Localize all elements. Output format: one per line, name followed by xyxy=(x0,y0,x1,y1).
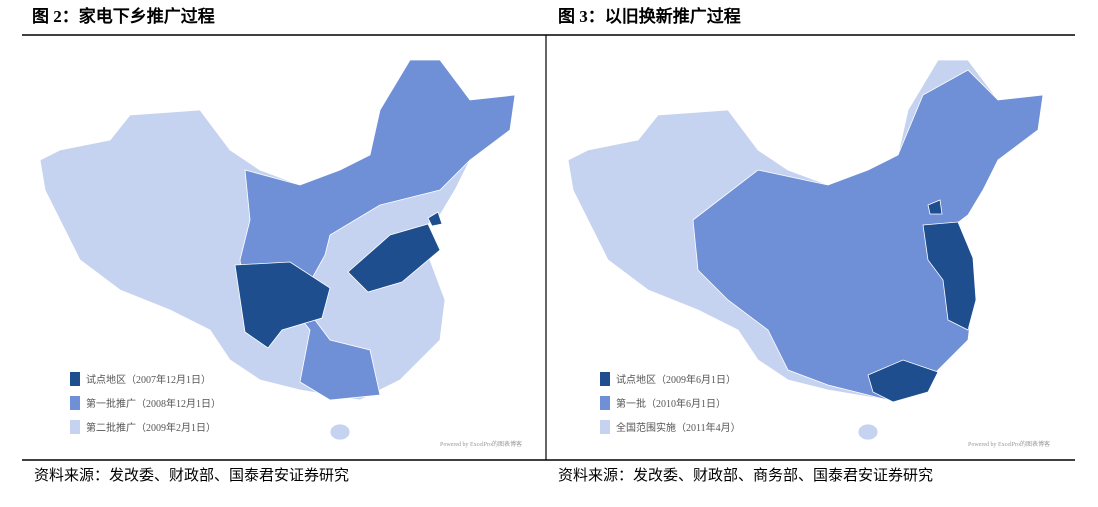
source-note: 资料来源：发改委、财政部、国泰君安证券研究 xyxy=(34,467,349,484)
figure-title: 图 3：以旧换新推广过程 xyxy=(558,6,741,26)
watermark: Powered by ExcelPro的图表博客 xyxy=(968,440,1050,448)
legend-label: 试点地区（2009年6月1日） xyxy=(616,373,736,386)
legend-label: 试点地区（2007年12月1日） xyxy=(86,373,211,386)
legend-label: 全国范围实施（2011年4月） xyxy=(616,421,741,434)
source-note: 资料来源：发改委、财政部、商务部、国泰君安证券研究 xyxy=(558,467,933,484)
figure-title: 图 2：家电下乡推广过程 xyxy=(32,6,215,26)
legend-label: 第一批（2010年6月1日） xyxy=(616,397,726,410)
map: 试点地区（2007年12月1日） 第一批推广（2008年12月1日） 第二批推广… xyxy=(39,59,522,448)
watermark: Powered by ExcelPro的图表博客 xyxy=(440,440,522,448)
legend-label: 第二批推广（2009年2月1日） xyxy=(86,421,216,434)
map: 试点地区（2009年6月1日） 第一批（2010年6月1日） 全国范围实施（20… xyxy=(567,59,1050,448)
legend-label: 第一批推广（2008年12月1日） xyxy=(86,397,221,410)
